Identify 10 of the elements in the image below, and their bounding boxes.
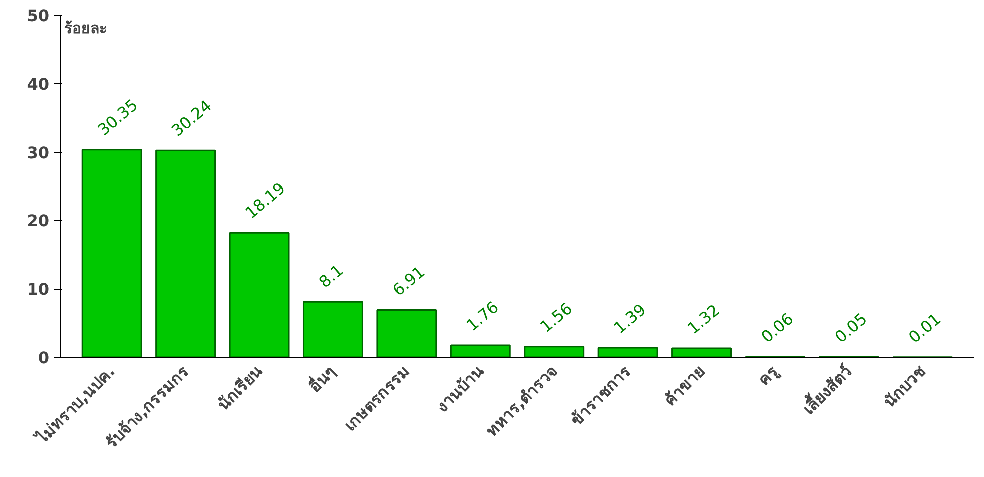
y-tick-label: 20 <box>27 212 50 231</box>
y-tick-label: 0 <box>38 348 50 368</box>
x-tick-label: อื่นๆ <box>304 360 340 396</box>
y-axis-title: ร้อยละ <box>64 20 108 38</box>
y-tick-label: 10 <box>27 280 50 300</box>
y-tick-label: 50 <box>27 6 50 26</box>
data-label: 8.1 <box>315 260 348 292</box>
y-tick-label: 30 <box>27 143 50 162</box>
x-tick-label: ครู <box>754 362 784 391</box>
y-tick-label: 40 <box>27 74 50 94</box>
